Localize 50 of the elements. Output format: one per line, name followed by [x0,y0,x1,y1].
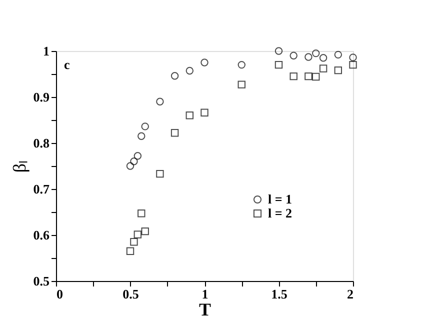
point [130,158,138,166]
point [126,247,134,255]
point [290,52,298,60]
y-tick-label: 0.8 [33,136,50,150]
x-axis-title: T [198,300,212,320]
point [319,54,328,62]
point [334,50,342,59]
point [134,230,142,238]
point [156,98,164,106]
point [290,72,298,80]
point [334,66,342,74]
y-tick-label: 1 [43,44,50,58]
point [349,60,357,69]
point [238,80,246,88]
y-tick-label: 0.6 [33,228,50,242]
point [274,47,283,55]
point [126,162,134,170]
point [200,108,208,116]
legend-label: l = 1 [268,192,292,206]
point [319,64,328,72]
point [134,152,142,160]
y-axis-title: βₗ [9,160,30,173]
y-tick-label: 0.7 [33,182,50,196]
point [138,132,146,140]
point [200,58,208,66]
annotation: c [64,57,70,72]
y-tick-label: 0.5 [33,274,50,288]
point [170,129,179,137]
point [186,112,194,120]
point [349,54,357,62]
x-tick-label: 0.5 [122,286,140,302]
point [141,227,149,236]
point [274,60,283,69]
x-tick-label: 1.5 [271,286,288,302]
point [141,122,149,130]
point [312,49,320,58]
point [138,210,146,218]
point [156,170,164,178]
point [238,60,246,69]
point [170,72,179,80]
y-tick-label: 0.9 [33,90,50,104]
point [304,53,312,61]
x-tick-label: 1 [202,286,208,302]
point [312,72,320,81]
x-tick-label: 0 [56,286,63,302]
point [186,66,194,75]
point [130,238,138,246]
legend-label: l = 2 [268,206,292,220]
x-tick-label: 2 [347,286,354,302]
point [304,72,312,80]
